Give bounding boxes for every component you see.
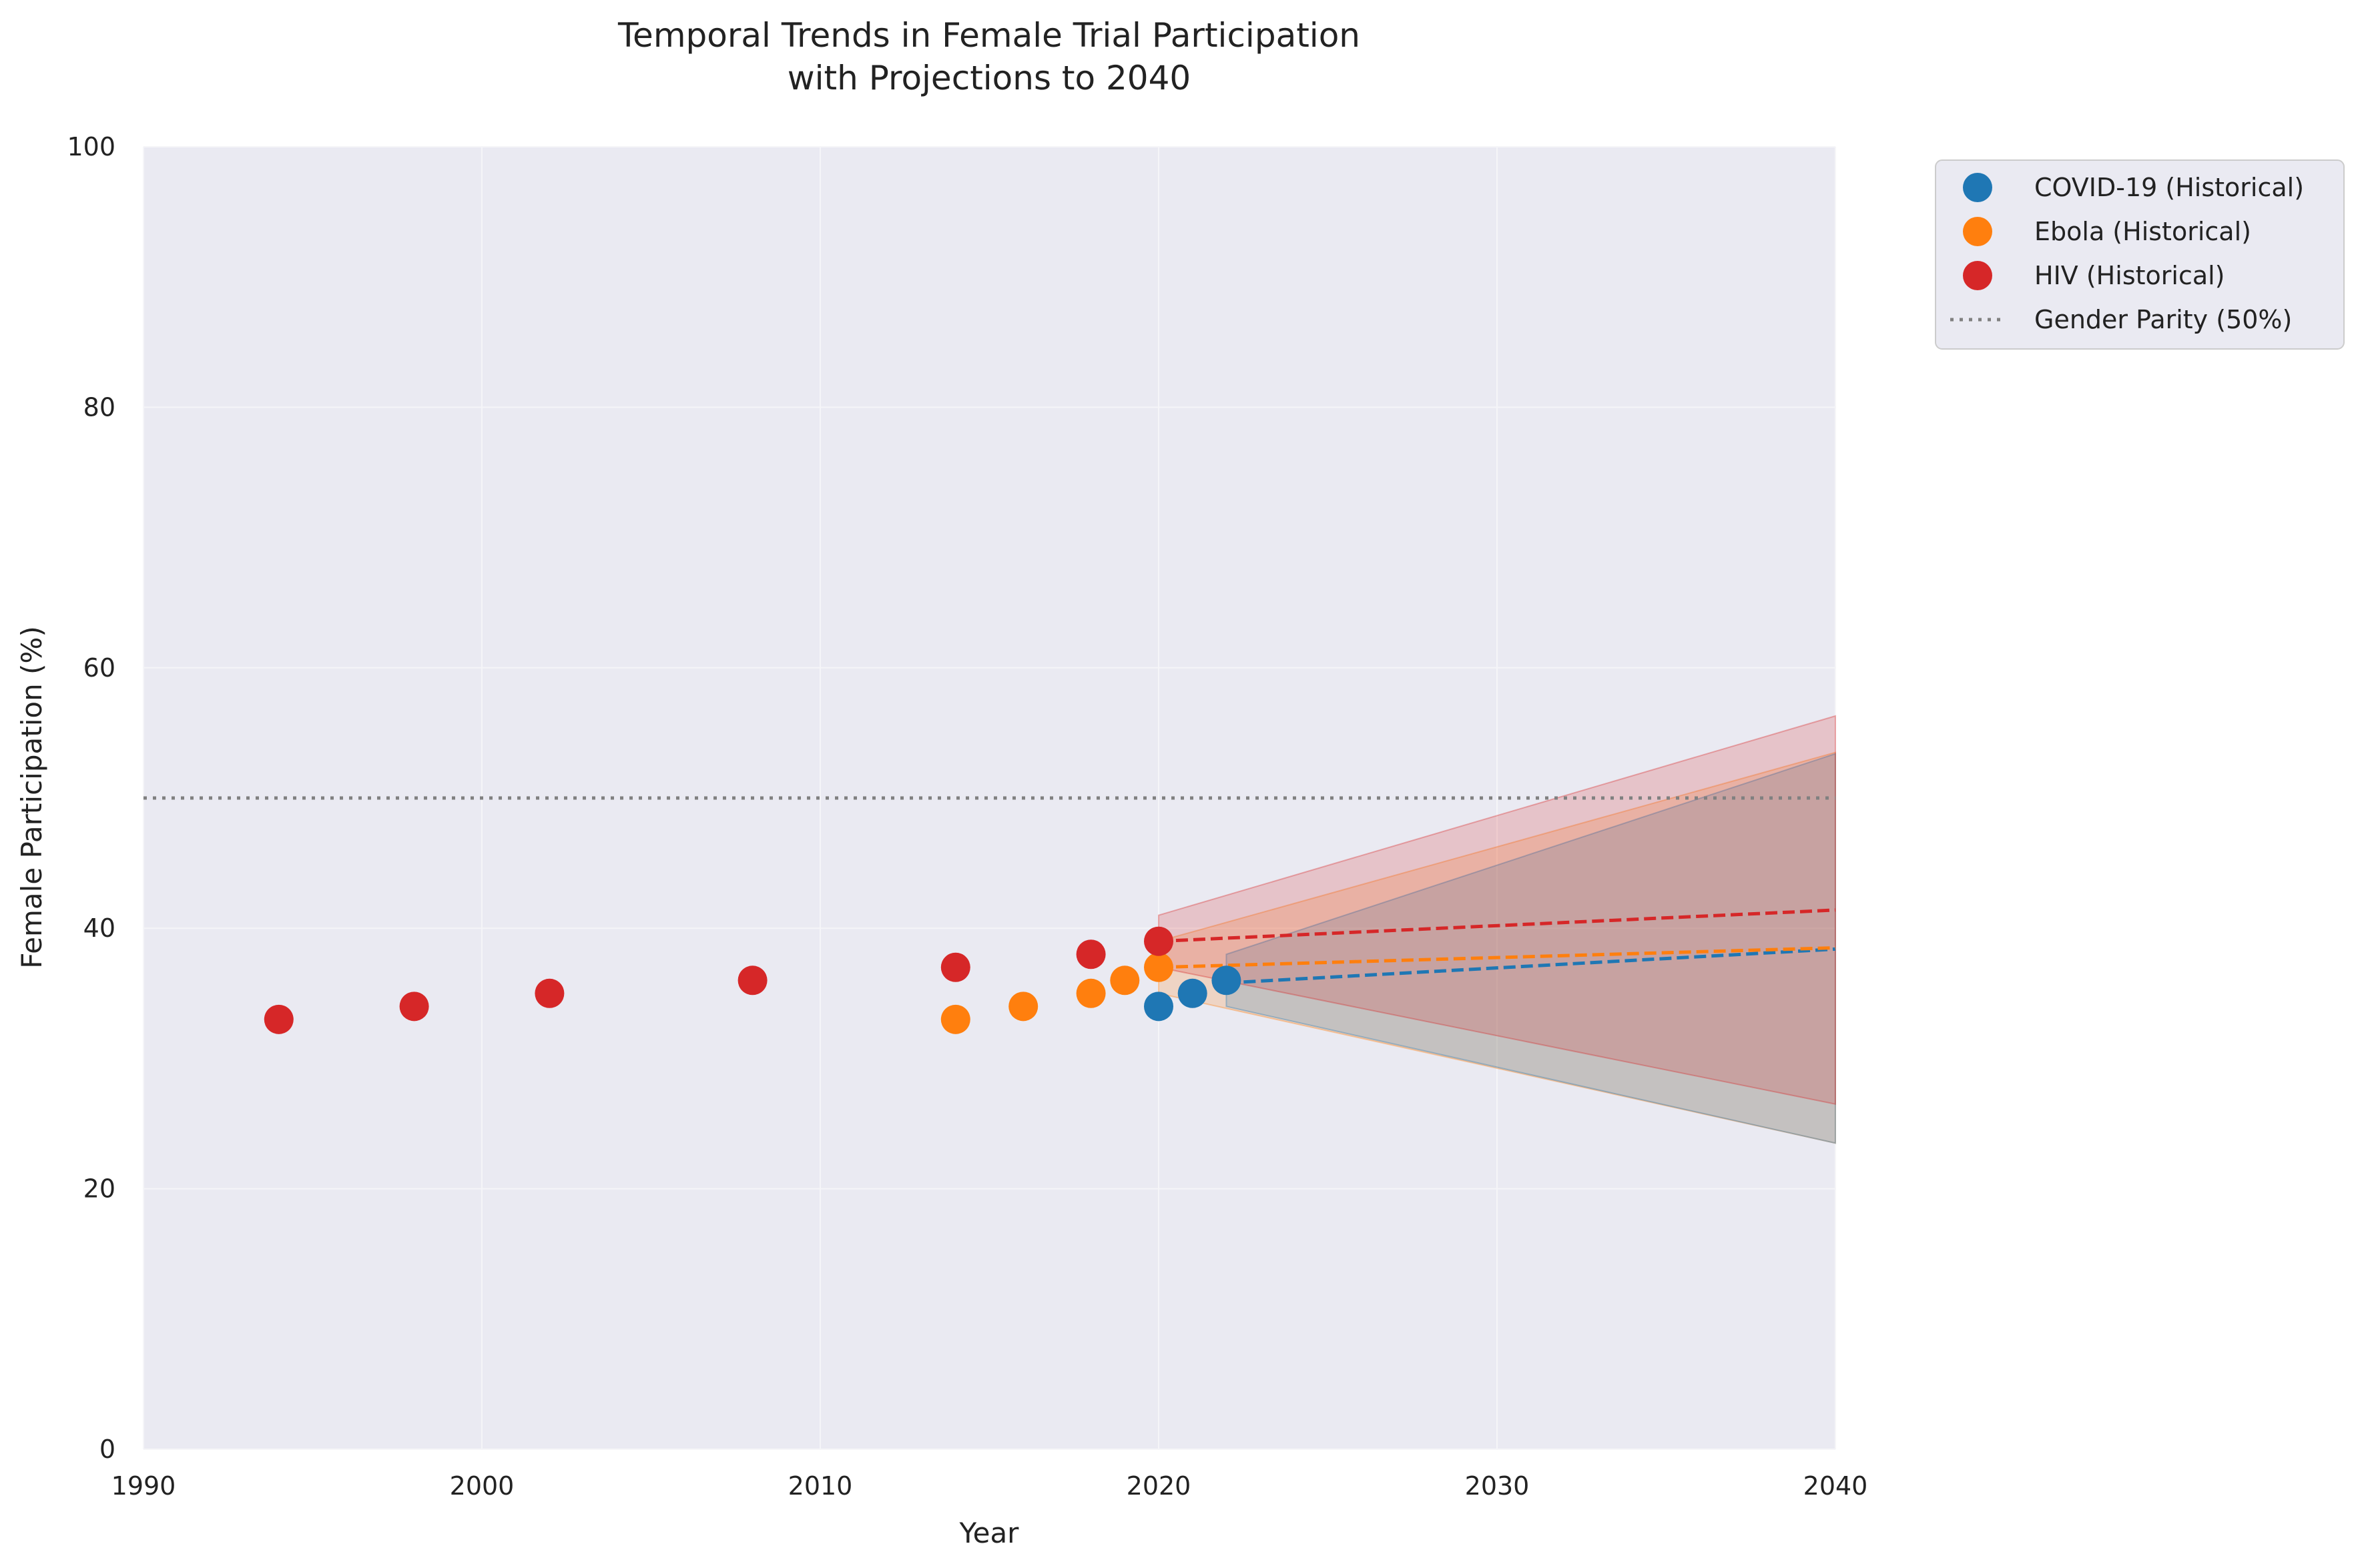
data-point — [1008, 992, 1039, 1022]
y-tick-label: 100 — [67, 132, 115, 161]
data-points — [264, 926, 1241, 1034]
grid — [143, 146, 1836, 1450]
legend: COVID-19 (Historical) Ebola (Historical) H… — [1935, 159, 2345, 350]
data-point — [535, 978, 565, 1008]
x-axis-label: Year — [959, 1517, 1020, 1549]
y-axis-label: Female Participation (%) — [15, 626, 48, 968]
data-point — [940, 952, 970, 982]
x-tick-label: 2030 — [1465, 1471, 1530, 1501]
projection-line — [1226, 947, 1836, 985]
data-point — [1144, 952, 1173, 982]
x-tick-label: 2010 — [788, 1471, 853, 1501]
data-point — [940, 1004, 970, 1034]
y-tick-label: 0 — [99, 1435, 115, 1464]
data-point — [1076, 978, 1106, 1008]
data-point — [1211, 965, 1241, 996]
projection-lines — [1158, 908, 1836, 985]
x-tick-label: 2040 — [1803, 1471, 1868, 1501]
legend-label: COVID-19 (Historical) — [2034, 173, 2304, 202]
x-tick-label: 1990 — [111, 1471, 176, 1501]
data-point — [264, 1004, 294, 1034]
x-tick-label: 2000 — [450, 1471, 515, 1501]
data-point — [399, 992, 429, 1022]
y-tick-label: 60 — [83, 653, 115, 683]
y-tick-label: 40 — [83, 913, 115, 943]
data-point — [1144, 926, 1173, 956]
projection-line — [1158, 945, 1836, 969]
data-point — [1177, 978, 1207, 1008]
chart-title-line-2: with Projections to 2040 — [788, 59, 1191, 97]
y-tick-label: 20 — [83, 1174, 115, 1204]
projection-line — [1158, 908, 1836, 943]
chart-title-line-1: Temporal Trends in Female Trial Particip… — [617, 16, 1360, 55]
x-tick-label: 2020 — [1127, 1471, 1191, 1501]
x-axis-ticks: 1990 2000 2010 2020 2030 2040 — [111, 1471, 1868, 1501]
y-tick-label: 80 — [83, 392, 115, 422]
data-point — [1144, 992, 1173, 1022]
confidence-bands — [1158, 715, 1836, 1144]
data-point — [1110, 965, 1140, 996]
data-point — [737, 965, 768, 996]
legend-frame — [1935, 159, 2345, 350]
legend-label: Gender Parity (50%) — [2034, 305, 2292, 334]
legend-label: Ebola (Historical) — [2034, 217, 2251, 246]
legend-marker — [1963, 261, 1992, 290]
legend-marker — [1963, 173, 1992, 202]
y-axis-ticks: 0 20 40 60 80 100 — [67, 132, 115, 1464]
legend-marker — [1963, 217, 1992, 246]
legend-label: HIV (Historical) — [2034, 261, 2225, 290]
data-point — [1076, 939, 1106, 969]
